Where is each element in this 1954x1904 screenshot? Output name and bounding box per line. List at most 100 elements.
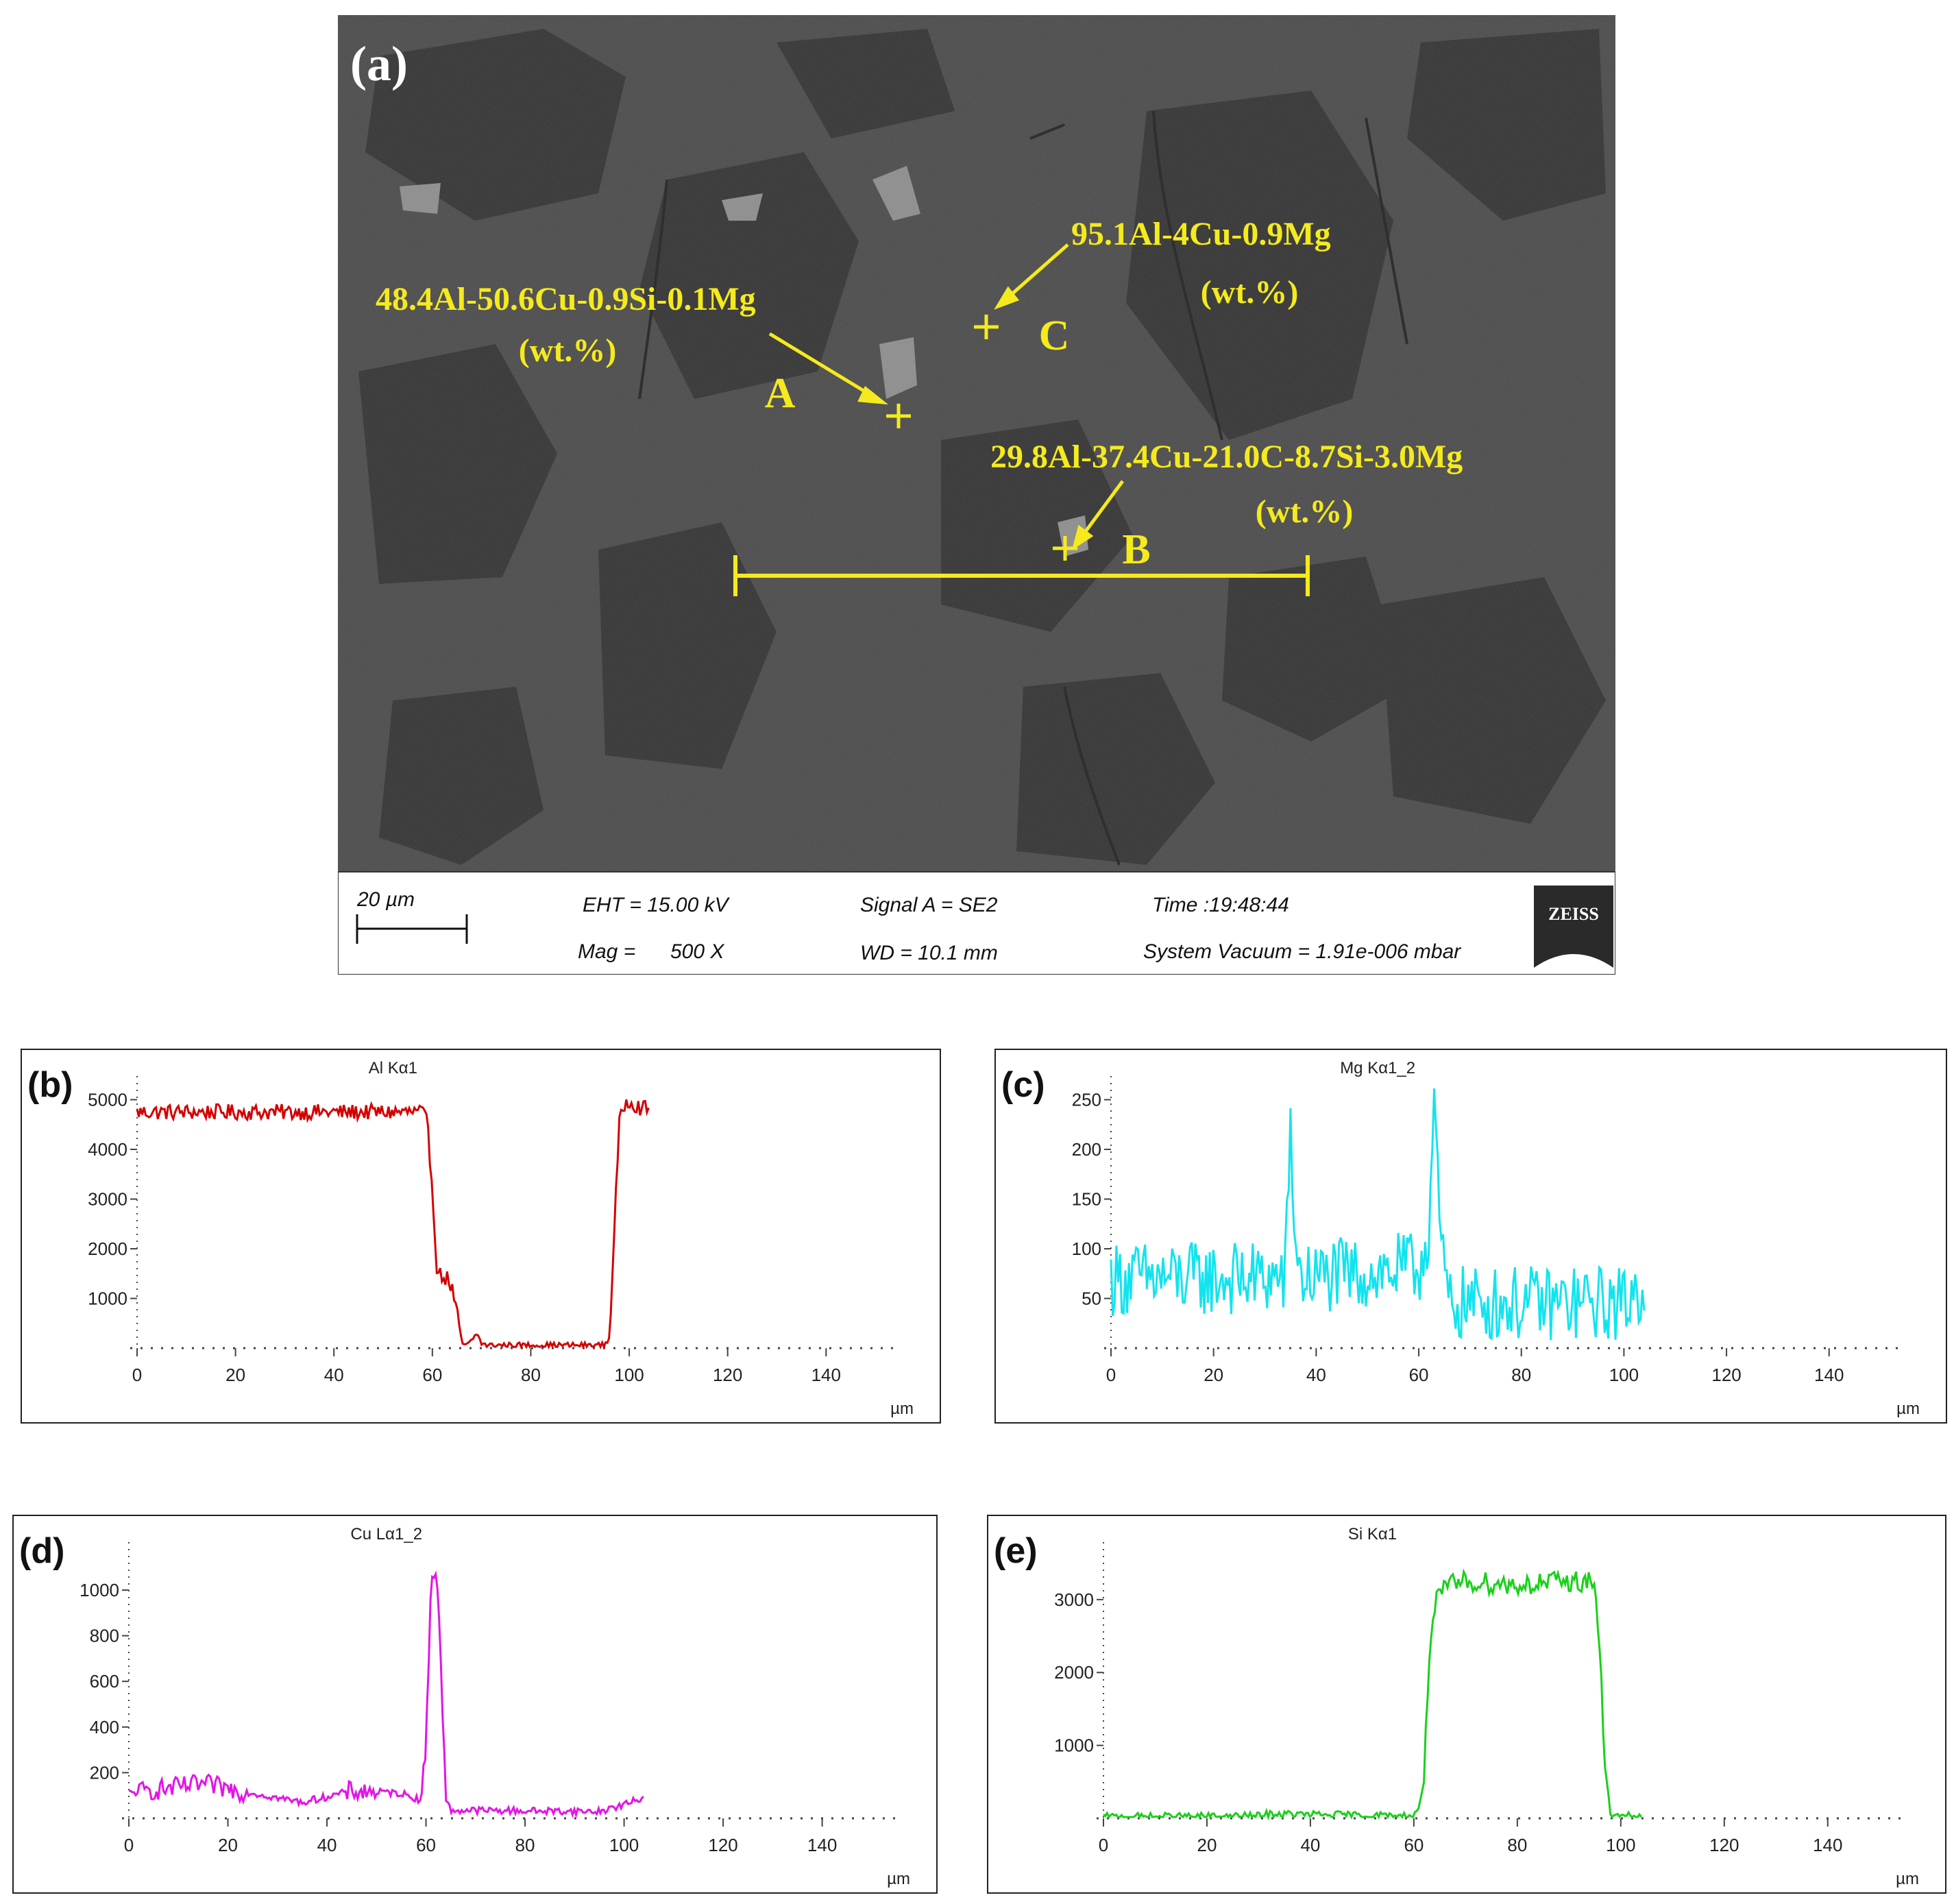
arrow-a-head [857,386,889,405]
chart-title: Cu Lα1_2 [350,1525,422,1543]
point-b-label: B [1122,526,1150,573]
series-line [128,1570,644,1819]
signal-label: Signal A = SE2 [860,894,998,916]
zeiss-logo-text: ZEISS [1548,904,1599,924]
time-label: Time :19:48:44 [1152,894,1289,916]
y-tick-label: 5000 [88,1090,127,1110]
panel-label: (c) [1001,1065,1045,1105]
x-tick-label: 100 [1609,1365,1639,1385]
x-tick-label: 0 [132,1365,142,1385]
y-tick-label: 3000 [1054,1589,1094,1610]
y-tick-label: 150 [1072,1189,1101,1210]
y-tick-label: 200 [90,1762,119,1783]
point-c-unit: (wt.%) [1201,274,1299,310]
x-tick-label: 140 [1814,1365,1844,1385]
x-tick-label: 0 [1106,1365,1116,1385]
series-line [1102,1568,1642,1821]
y-tick-label: 2000 [88,1238,127,1259]
y-tick-label: 600 [90,1671,119,1692]
point-a-unit: (wt.%) [519,332,617,369]
point-c-label: C [1039,313,1070,359]
point-a-label: A [765,370,796,417]
x-tick-label: 80 [515,1835,535,1855]
y-tick-label: 1000 [1054,1735,1094,1756]
x-tick-label: 140 [811,1365,841,1385]
x-tick-label: 120 [1711,1365,1741,1385]
chart-frame [987,1515,1946,1894]
y-tick-label: 1000 [80,1580,119,1600]
point-a-composition: 48.4Al-50.6Cu-0.9Si-0.1Mg [376,281,756,317]
x-axis-label: µm [1896,1400,1920,1418]
scale-bar [356,914,468,944]
marker-b [1053,536,1077,561]
chart-e: (e) Si Kα1 1000 2000 3000 0 20 40 60 80 100 120 140 µ… [987,1515,1946,1894]
x-tick-label: 100 [609,1835,639,1855]
series-line [1110,1088,1646,1341]
arrow-b-head [1071,524,1094,550]
x-tick-label: 140 [807,1835,837,1855]
x-tick-label: 40 [1300,1835,1320,1855]
x-tick-label: 80 [521,1365,541,1385]
series-line [136,1099,650,1350]
y-tick-label: 200 [1072,1139,1101,1160]
x-tick-label: 60 [1409,1365,1429,1385]
y-tick-label: 1000 [88,1289,127,1309]
x-tick-label: 40 [317,1835,337,1855]
panel-label-a: (a) [350,36,408,91]
y-tick-label: 100 [1072,1238,1101,1259]
chart-b: (b) Al Kα1 1000 2000 3000 4000 5000 0 20 40 60 80 10… [21,1049,941,1424]
panel-label: (d) [19,1531,64,1571]
chart-title: Al Kα1 [369,1059,417,1077]
x-axis-label: µm [890,1400,914,1418]
mag-label: Mag = [578,940,635,963]
x-tick-label: 80 [1511,1365,1531,1385]
eht-label: EHT = 15.00 kV [583,894,731,916]
x-tick-label: 0 [1099,1835,1108,1855]
x-tick-label: 80 [1507,1835,1527,1855]
x-tick-label: 140 [1813,1835,1842,1855]
chart-frame [12,1515,938,1894]
x-tick-label: 0 [124,1835,134,1855]
point-b-unit: (wt.%) [1256,493,1354,530]
chart-frame [994,1049,1947,1424]
wd-label: WD = 10.1 mm [860,942,998,964]
x-tick-label: 20 [225,1365,245,1385]
chart-d: (d) Cu Lα1_2 200 400 600 800 1000 0 20 40 60 80 100 1… [12,1515,938,1894]
x-axis-label: µm [1896,1870,1919,1888]
chart-c: (c) Mg Kα1_2 50 100 150 200 250 0 20 40 60 80 100 120… [994,1049,1947,1424]
point-c-composition: 95.1Al-4Cu-0.9Mg [1071,216,1331,252]
y-tick-label: 50 [1082,1289,1101,1309]
scale-bar-label: 20 µm [356,888,415,911]
info-bar [337,871,1616,975]
x-tick-label: 120 [708,1835,737,1855]
y-tick-label: 800 [90,1626,119,1646]
arrow-c-head [994,286,1020,310]
y-tick-label: 3000 [88,1189,127,1210]
y-tick-label: 4000 [88,1139,127,1160]
panel-label: (e) [994,1531,1038,1571]
chart-frame [21,1049,941,1424]
chart-title: Si Kα1 [1348,1525,1397,1543]
x-tick-label: 40 [324,1365,344,1385]
marker-a [886,404,911,428]
x-tick-label: 60 [416,1835,436,1855]
point-b-composition: 29.8Al-37.4Cu-21.0C-8.7Si-3.0Mg [990,439,1463,475]
x-tick-label: 40 [1306,1365,1326,1385]
micrograph-grain [338,15,1615,872]
marker-c [974,315,999,339]
vacuum-label: System Vacuum = 1.91e-006 mbar [1143,940,1461,963]
x-tick-label: 100 [614,1365,644,1385]
x-tick-label: 120 [713,1365,742,1385]
x-tick-label: 120 [1709,1835,1739,1855]
x-tick-label: 60 [422,1365,442,1385]
x-axis-label: µm [887,1870,910,1888]
zeiss-logo: ZEISS [1534,886,1613,968]
x-tick-label: 60 [1404,1835,1424,1855]
x-tick-label: 20 [218,1835,238,1855]
sem-panel: (a) 48.4Al-50.6Cu-0.9Si-0.1Mg (wt.%) A 9… [337,15,1616,975]
x-tick-label: 20 [1197,1835,1217,1855]
sem-image: (a) 48.4Al-50.6Cu-0.9Si-0.1Mg (wt.%) A 9… [337,15,1616,975]
chart-title: Mg Kα1_2 [1340,1059,1415,1077]
y-tick-label: 400 [90,1717,119,1737]
x-tick-label: 100 [1606,1835,1635,1855]
